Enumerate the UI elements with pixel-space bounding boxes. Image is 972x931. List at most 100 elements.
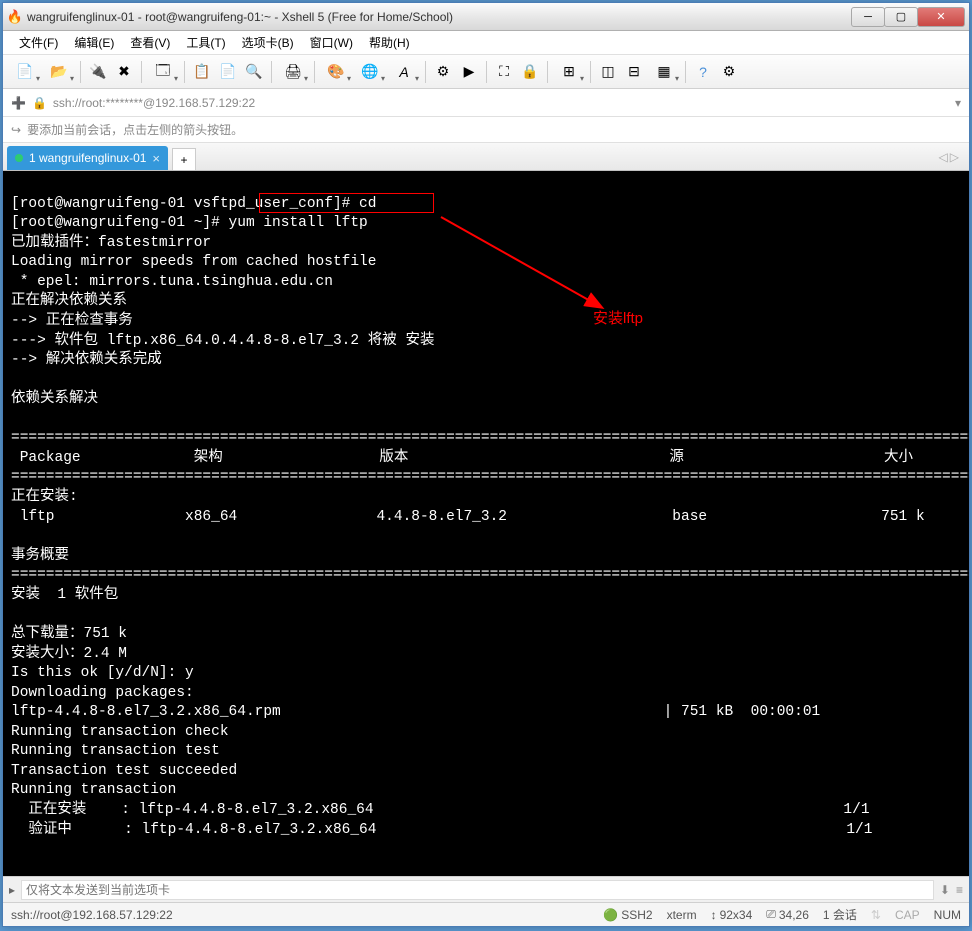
menu-edit[interactable]: 编辑(E) (66, 31, 122, 54)
separator (547, 61, 548, 83)
terminal-line: 安装 1 软件包 (11, 587, 118, 603)
terminal-line: 正在安装: (11, 489, 78, 505)
terminal-line: --> 正在检查事务 (11, 313, 133, 329)
menu-tools[interactable]: 工具(T) (178, 31, 233, 54)
menu-tab[interactable]: 选项卡(B) (234, 31, 302, 54)
terminal-line: 正在解决依赖关系 (11, 293, 127, 309)
copy-button[interactable]: 📋 (190, 60, 214, 84)
session-tab[interactable]: 1 wangruifenglinux-01 × (7, 146, 168, 170)
terminal-line: 依赖关系解决 (11, 391, 98, 407)
ssh-status-icon: 🟢 (603, 908, 618, 922)
terminal-line: lftp-4.4.8-8.el7_3.2.x86_64.rpm | 751 kB… (11, 704, 820, 720)
inputbar: ▸ ⬇ ≡ (3, 876, 969, 902)
connected-indicator-icon (15, 154, 23, 162)
inputbar-menu-icon[interactable]: ≡ (956, 883, 963, 897)
terminal-line: 已加载插件：fastestmirror (11, 235, 211, 251)
paste-button[interactable]: 📄 (216, 60, 240, 84)
terminal-line: [root@wangruifeng-01 ~]# yum install lft… (11, 215, 368, 231)
lock-button[interactable]: 🔒 (518, 60, 542, 84)
fullscreen-button[interactable]: ⛶ (492, 60, 516, 84)
tab-label: 1 wangruifenglinux-01 (29, 151, 146, 165)
encoding-button[interactable]: 🌐 (354, 60, 386, 84)
menu-window[interactable]: 窗口(W) (302, 31, 361, 54)
open-button[interactable]: 📂 (43, 60, 75, 84)
new-session-button[interactable]: 📄 (9, 60, 41, 84)
add-tab-button[interactable]: + (172, 148, 196, 170)
command-input[interactable] (21, 880, 934, 900)
app-icon: 🔥 (7, 9, 23, 25)
terminal-line: 正在安装 : lftp-4.4.8-8.el7_3.2.x86_64 1/1 (11, 802, 870, 818)
tile-h-button[interactable]: ◫ (596, 60, 620, 84)
addressbar-dropdown-icon[interactable]: ▾ (955, 96, 961, 110)
separator (425, 61, 426, 83)
statusbar: ssh://root@192.168.57.129:22 🟢SSH2 xterm… (3, 902, 969, 926)
separator (271, 61, 272, 83)
terminal-line: Package 架构 版本 源 大小 (11, 450, 913, 466)
terminal-line: Is this ok [y/d/N]: y (11, 665, 194, 681)
separator (314, 61, 315, 83)
lock-icon: 🔒 (32, 96, 47, 110)
font-button[interactable]: A (388, 60, 420, 84)
terminal[interactable]: [root@wangruifeng-01 vsftpd_user_conf]# … (3, 171, 969, 876)
separator (141, 61, 142, 83)
terminal-line: Running transaction (11, 782, 176, 798)
terminal-line: 验证中 : lftp-4.4.8-8.el7_3.2.x86_64 1/1 (11, 822, 872, 838)
address-text[interactable]: ssh://root:********@192.168.57.129:22 (53, 96, 255, 110)
terminal-line: 事务概要 (11, 548, 69, 564)
reconnect-button[interactable]: 🔌 (86, 60, 110, 84)
find-button[interactable]: 🔍 (242, 60, 266, 84)
menu-help[interactable]: 帮助(H) (361, 31, 418, 54)
help-button[interactable]: ? (691, 60, 715, 84)
toolbar: 📄 📂 🔌 ✖ 🗔 📋 📄 🔍 🖨 🎨 🌐 A ⚙ ▶ ⛶ 🔒 ⊞ ◫ ⊟ ▦ … (3, 55, 969, 89)
terminal-line: ========================================… (11, 430, 969, 446)
maximize-button[interactable]: ▢ (884, 7, 918, 27)
script-button[interactable]: ⚙ (431, 60, 455, 84)
color-button[interactable]: 🎨 (320, 60, 352, 84)
separator (80, 61, 81, 83)
tip-text: 要添加当前会话，点击左侧的箭头按钮。 (27, 121, 243, 138)
properties-button[interactable]: 🗔 (147, 60, 179, 84)
tile-v-button[interactable]: ⊟ (622, 60, 646, 84)
terminal-line: ---> 软件包 lftp.x86_64.0.4.4.8-8.el7_3.2 将… (11, 333, 434, 349)
status-pos: ⎚34,26 (766, 907, 809, 922)
inputbar-down-icon[interactable]: ⬇ (940, 883, 950, 897)
tab-next-icon[interactable]: ▷ (950, 150, 959, 164)
disconnect-button[interactable]: ✖ (112, 60, 136, 84)
status-num: NUM (934, 908, 961, 922)
menu-view[interactable]: 查看(V) (122, 31, 178, 54)
separator (486, 61, 487, 83)
tab-close-icon[interactable]: × (152, 151, 160, 166)
status-cap: CAP (895, 908, 920, 922)
menu-file[interactable]: 文件(F) (11, 31, 66, 54)
terminal-line: ========================================… (11, 469, 969, 485)
terminal-line: ========================================… (11, 567, 969, 583)
titlebar: 🔥 wangruifenglinux-01 - root@wangruifeng… (3, 3, 969, 31)
separator (590, 61, 591, 83)
addressbar-add-icon[interactable]: ➕ (11, 96, 26, 110)
tip-arrow-icon[interactable]: ↪ (11, 123, 21, 137)
tab-nav: ◁ ▷ (939, 150, 965, 164)
status-connection: ssh://root@192.168.57.129:22 (11, 908, 589, 922)
minimize-button[interactable]: ─ (851, 7, 885, 27)
separator (685, 61, 686, 83)
cascade-button[interactable]: ▦ (648, 60, 680, 84)
terminal-line: Downloading packages: (11, 685, 194, 701)
terminal-line: --> 解决依赖关系完成 (11, 352, 162, 368)
layout-button[interactable]: ⊞ (553, 60, 585, 84)
terminal-line: * epel: mirrors.tuna.tsinghua.edu.cn (11, 274, 333, 290)
menubar: 文件(F) 编辑(E) 查看(V) 工具(T) 选项卡(B) 窗口(W) 帮助(… (3, 31, 969, 55)
separator (184, 61, 185, 83)
tab-prev-icon[interactable]: ◁ (939, 150, 948, 164)
terminal-line: 安装大小：2.4 M (11, 646, 127, 662)
addressbar: ➕ 🔒 ssh://root:********@192.168.57.129:2… (3, 89, 969, 117)
status-ssh: 🟢SSH2 (603, 908, 652, 922)
pos-icon: ⎚ (766, 907, 776, 922)
close-button[interactable]: ✕ (917, 7, 965, 27)
settings-button[interactable]: ⚙ (717, 60, 741, 84)
app-window: 🔥 wangruifenglinux-01 - root@wangruifeng… (2, 2, 970, 927)
print-button[interactable]: 🖨 (277, 60, 309, 84)
run-button[interactable]: ▶ (457, 60, 481, 84)
terminal-line: lftp x86_64 4.4.8-8.el7_3.2 base 751 k (11, 509, 925, 525)
status-updown-icon: ⇅ (871, 908, 881, 922)
status-size: ↕92x34 (711, 908, 753, 922)
